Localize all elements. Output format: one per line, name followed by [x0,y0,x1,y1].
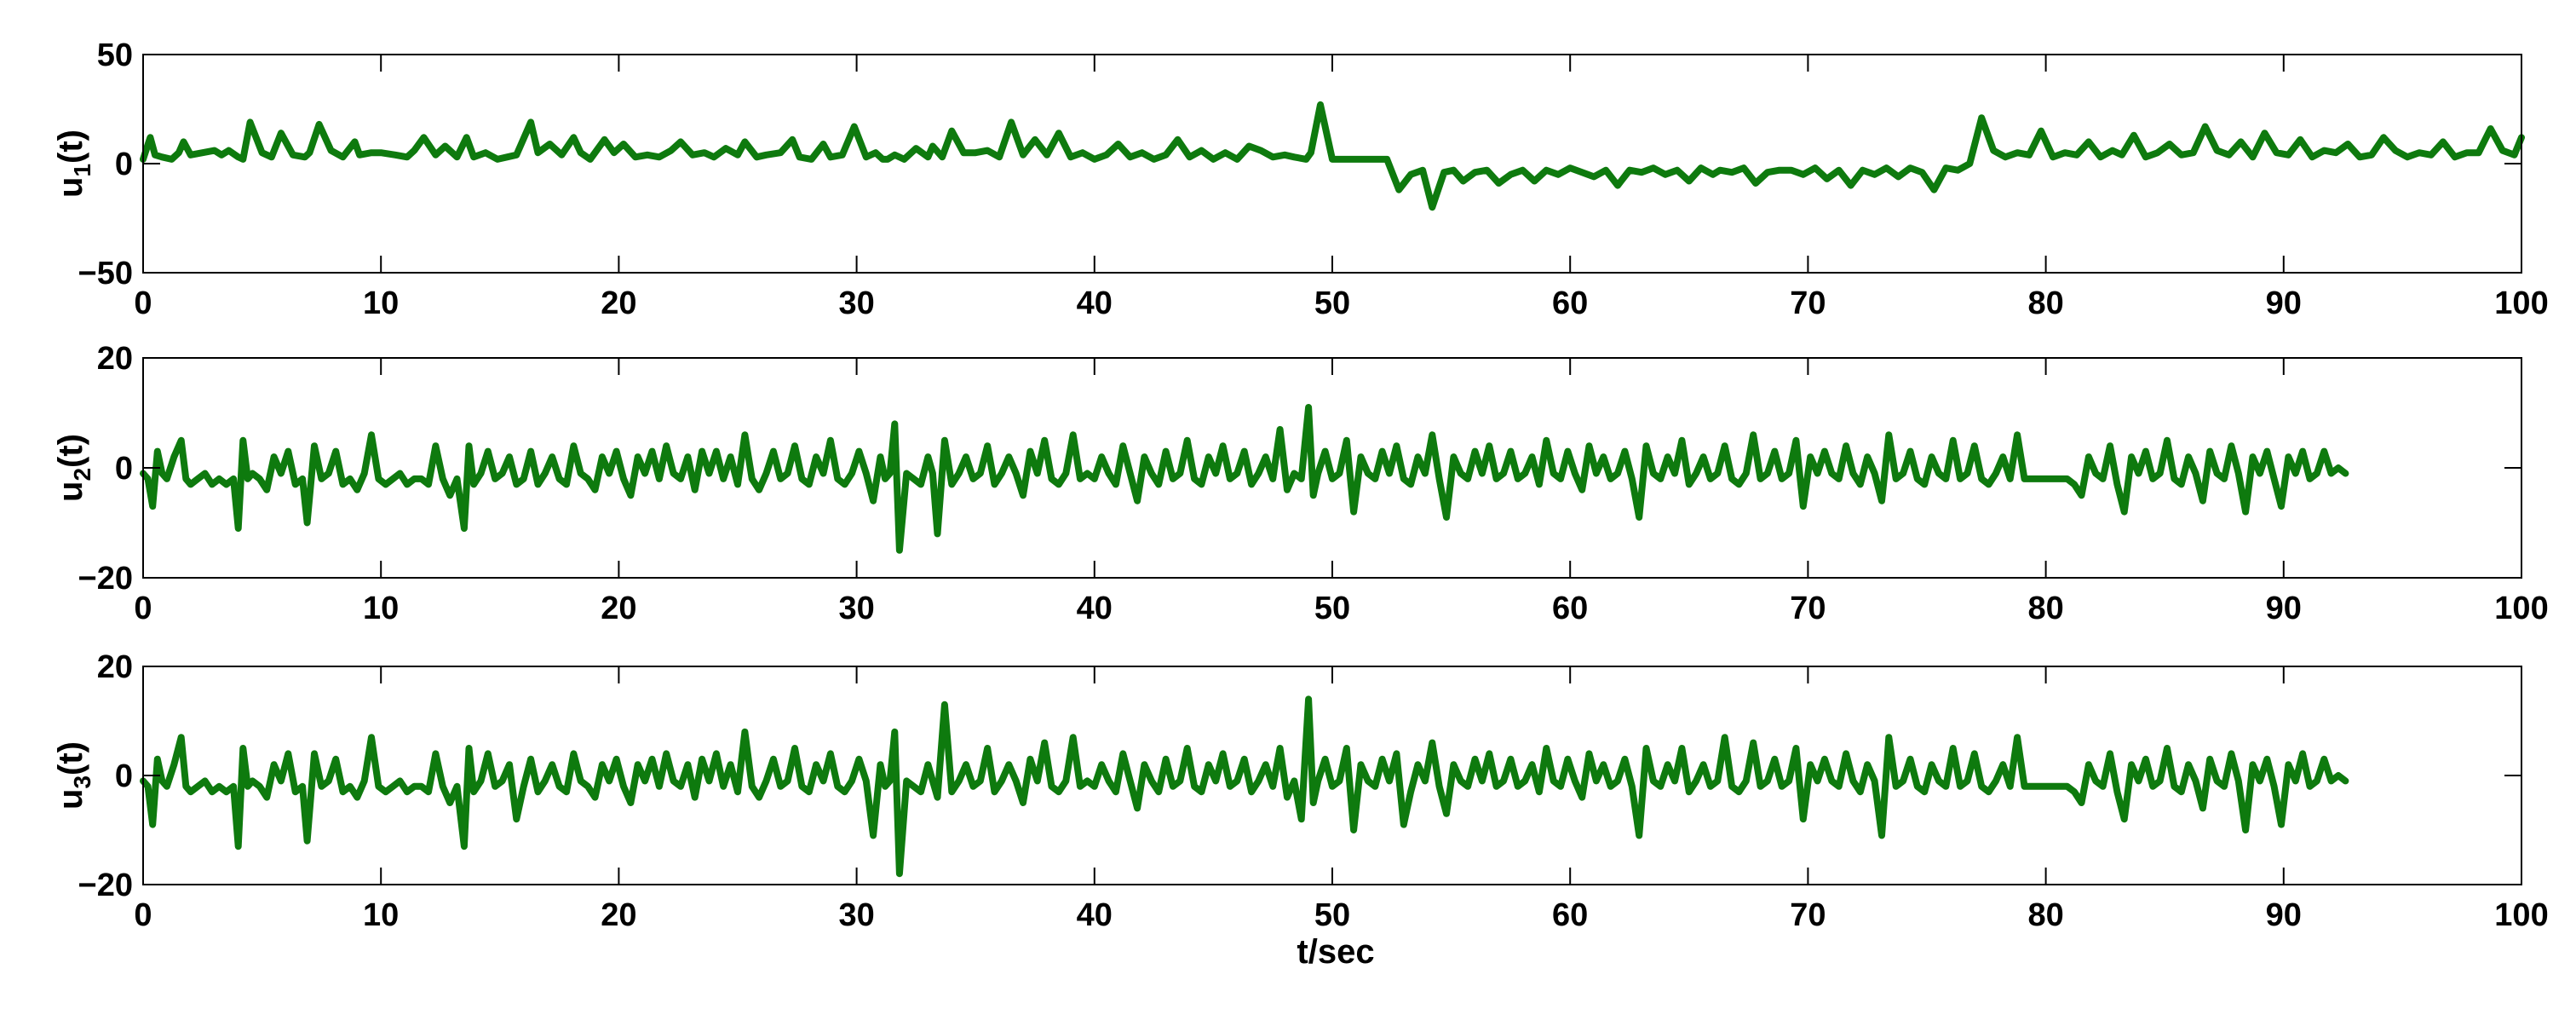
series-line [140,404,2349,554]
x-tick-label: 10 [363,897,399,933]
x-axis-label: t/sec [1297,933,1374,971]
x-tick-label: 60 [1552,591,1588,626]
y-axis-label-suffix: (t) [52,741,89,775]
y-axis-label-subscript: 3 [69,775,95,789]
x-tick-label: 10 [363,591,399,626]
x-tick-label: 90 [2266,285,2302,321]
x-tick-label: 60 [1552,897,1588,933]
y-tick-label: 20 [97,341,133,377]
x-tick-label: 0 [134,897,152,933]
x-tick-label: 30 [838,591,874,626]
y-axis-label-suffix: (t) [52,434,89,468]
y-tick-label: 50 [97,37,133,73]
x-tick-label: 50 [1314,897,1350,933]
y-axis-label-main: u [52,177,89,198]
y-tick-label: −20 [78,561,133,597]
y-axis-label-main: u [52,481,89,502]
x-tick-label: 0 [134,591,152,626]
y-axis-label: u3(t) [52,741,95,810]
x-tick-label: 80 [2027,591,2063,626]
y-tick-label: −50 [78,256,133,291]
x-tick-label: 0 [134,285,152,321]
x-tick-label: 70 [1790,285,1826,321]
x-tick-label: 30 [838,285,874,321]
x-tick-label: 30 [838,897,874,933]
x-tick-label: 100 [2494,897,2548,933]
y-axis-label: u1(t) [52,130,95,198]
y-tick-label: 0 [115,758,133,794]
x-tick-label: 40 [1077,897,1113,933]
x-tick-label: 80 [2027,285,2063,321]
x-tick-label: 40 [1077,285,1113,321]
y-axis-label-subscript: 1 [69,164,95,177]
x-tick-label: 20 [601,285,636,321]
x-tick-label: 70 [1790,591,1826,626]
x-tick-label: 40 [1077,591,1113,626]
x-tick-label: 90 [2266,591,2302,626]
y-tick-label: 20 [97,649,133,685]
y-tick-label: 0 [115,147,133,182]
axes-frame [142,54,2522,274]
x-tick-label: 20 [601,591,636,626]
series-line [140,695,2349,878]
y-axis-label: u2(t) [52,434,95,502]
x-tick-label: 100 [2494,285,2548,321]
x-tick-label: 80 [2027,897,2063,933]
y-axis-label-main: u [52,789,89,810]
series-line [140,101,2525,211]
x-tick-label: 100 [2494,591,2548,626]
x-tick-label: 50 [1314,591,1350,626]
x-tick-label: 10 [363,285,399,321]
x-tick-label: 90 [2266,897,2302,933]
y-axis-label-suffix: (t) [52,130,89,164]
y-tick-label: 0 [115,451,133,487]
x-tick-label: 60 [1552,285,1588,321]
y-axis-label-subscript: 2 [69,468,95,481]
x-tick-label: 50 [1314,285,1350,321]
x-tick-label: 70 [1790,897,1826,933]
x-tick-label: 20 [601,897,636,933]
y-tick-label: −20 [78,868,133,903]
